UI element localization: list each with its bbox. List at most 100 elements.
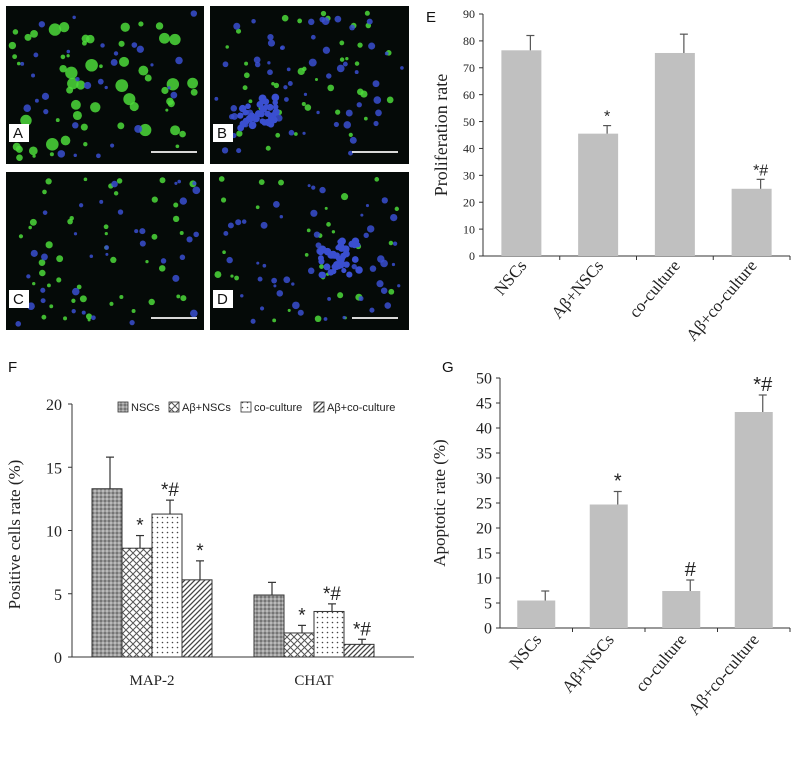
green-cell xyxy=(354,61,360,66)
blue-cell xyxy=(345,109,353,117)
blue-cell xyxy=(192,186,201,195)
green-cell xyxy=(236,130,243,137)
blue-cell xyxy=(96,153,101,159)
blue-cell xyxy=(23,104,32,112)
green-cell xyxy=(179,231,184,236)
significance-mark: * xyxy=(196,541,204,562)
green-cell xyxy=(144,74,152,82)
legend-swatch xyxy=(240,401,252,413)
green-cell xyxy=(41,314,47,320)
blue-cell xyxy=(288,129,295,136)
x-category-label: Aβ+NSCs xyxy=(558,630,618,696)
green-cell xyxy=(214,271,222,278)
green-cell xyxy=(38,259,46,266)
blue-cell xyxy=(73,232,78,236)
green-cell xyxy=(364,10,370,16)
green-cell xyxy=(110,256,117,264)
green-cell xyxy=(326,222,331,227)
significance-mark: *# xyxy=(161,480,179,501)
blue-cell xyxy=(337,239,343,245)
green-cell xyxy=(63,316,68,321)
blue-cell xyxy=(279,46,284,50)
green-cell xyxy=(293,132,298,136)
panel-letter-d: D xyxy=(217,291,228,308)
blue-cell xyxy=(343,261,350,268)
blue-cell xyxy=(105,252,109,256)
blue-cell xyxy=(110,143,115,148)
green-cell xyxy=(244,61,249,66)
y-tick-label: 70 xyxy=(463,61,475,75)
chart-g-apoptotic: G 0 5 10 15 20 25 30 35 40 45 50 NSCs * Aβ+NSCs # co-cul… xyxy=(430,359,791,719)
blue-cell xyxy=(310,34,316,40)
y-tick-label: 5 xyxy=(484,596,492,613)
green-cell xyxy=(81,40,87,46)
green-cell xyxy=(47,283,51,288)
blue-cell xyxy=(307,267,315,275)
green-cell xyxy=(148,298,155,306)
blue-cell xyxy=(172,274,180,282)
blue-cell xyxy=(400,66,404,70)
blue-cell xyxy=(279,214,284,219)
green-cell xyxy=(287,308,291,312)
blue-cell xyxy=(272,99,279,106)
blue-cell xyxy=(71,287,80,296)
green-cell xyxy=(324,206,328,210)
y-axis-title: Positive cells rate (%) xyxy=(5,460,24,610)
blue-cell xyxy=(292,301,300,310)
green-cell xyxy=(348,132,353,137)
green-cell xyxy=(28,225,32,230)
blue-cell xyxy=(260,221,268,229)
blue-cell xyxy=(100,43,105,48)
y-tick-label: 15 xyxy=(476,546,492,563)
blue-cell xyxy=(390,213,398,222)
blue-cell xyxy=(238,104,247,113)
chart-e-proliferation: E 0 10 20 30 40 50 60 70 80 90 NSCs * Aβ+NSCs co-cultu… xyxy=(426,7,791,345)
blue-cell xyxy=(267,69,273,76)
significance-mark: * xyxy=(298,605,306,626)
green-cell xyxy=(302,66,307,72)
blue-cell xyxy=(174,181,178,185)
blue-cell xyxy=(233,22,241,30)
blue-cell xyxy=(57,150,66,158)
green-cell xyxy=(335,109,341,115)
green-cell xyxy=(49,304,54,309)
blue-cell xyxy=(223,230,229,236)
green-cell xyxy=(16,154,23,161)
blue-cell xyxy=(117,209,124,215)
panel-letter-g: G xyxy=(442,359,454,376)
micrograph-grid: A B C D xyxy=(6,6,409,330)
green-cell xyxy=(304,104,312,111)
green-cell xyxy=(76,284,82,290)
blue-cell xyxy=(177,179,182,184)
blue-cell xyxy=(376,280,384,288)
green-cell xyxy=(301,101,306,107)
legend-label: co-culture xyxy=(254,402,302,414)
blue-cell xyxy=(30,249,38,257)
blue-cell xyxy=(89,254,94,259)
y-tick-label: 20 xyxy=(46,397,62,414)
green-cell xyxy=(65,66,78,80)
blue-cell xyxy=(356,102,362,108)
y-tick-label: 45 xyxy=(476,396,492,413)
legend-label: NSCs xyxy=(131,402,160,414)
blue-cell xyxy=(104,85,108,90)
significance-mark: * xyxy=(614,471,622,493)
green-cell xyxy=(345,57,349,61)
blue-cell xyxy=(322,46,331,54)
blue-cell xyxy=(139,240,146,247)
cell-cluster xyxy=(15,177,201,327)
green-cell xyxy=(167,100,175,108)
y-tick-label: 15 xyxy=(46,460,62,477)
blue-cell xyxy=(250,318,256,324)
green-cell xyxy=(248,99,253,104)
green-cell xyxy=(363,116,368,121)
blue-cell xyxy=(366,225,375,233)
blue-cell xyxy=(291,282,295,286)
green-cell xyxy=(161,86,169,95)
green-cell xyxy=(83,177,88,182)
chart-f-positive-cells: F 0 5 10 15 20 * *# * MAP-2 * *# *# CHAT NSCs Aβ+NSCs co… xyxy=(5,359,414,689)
blue-cell xyxy=(307,184,311,188)
blue-cell xyxy=(348,150,353,156)
blue-cell xyxy=(283,85,288,90)
blue-cell xyxy=(337,258,345,266)
